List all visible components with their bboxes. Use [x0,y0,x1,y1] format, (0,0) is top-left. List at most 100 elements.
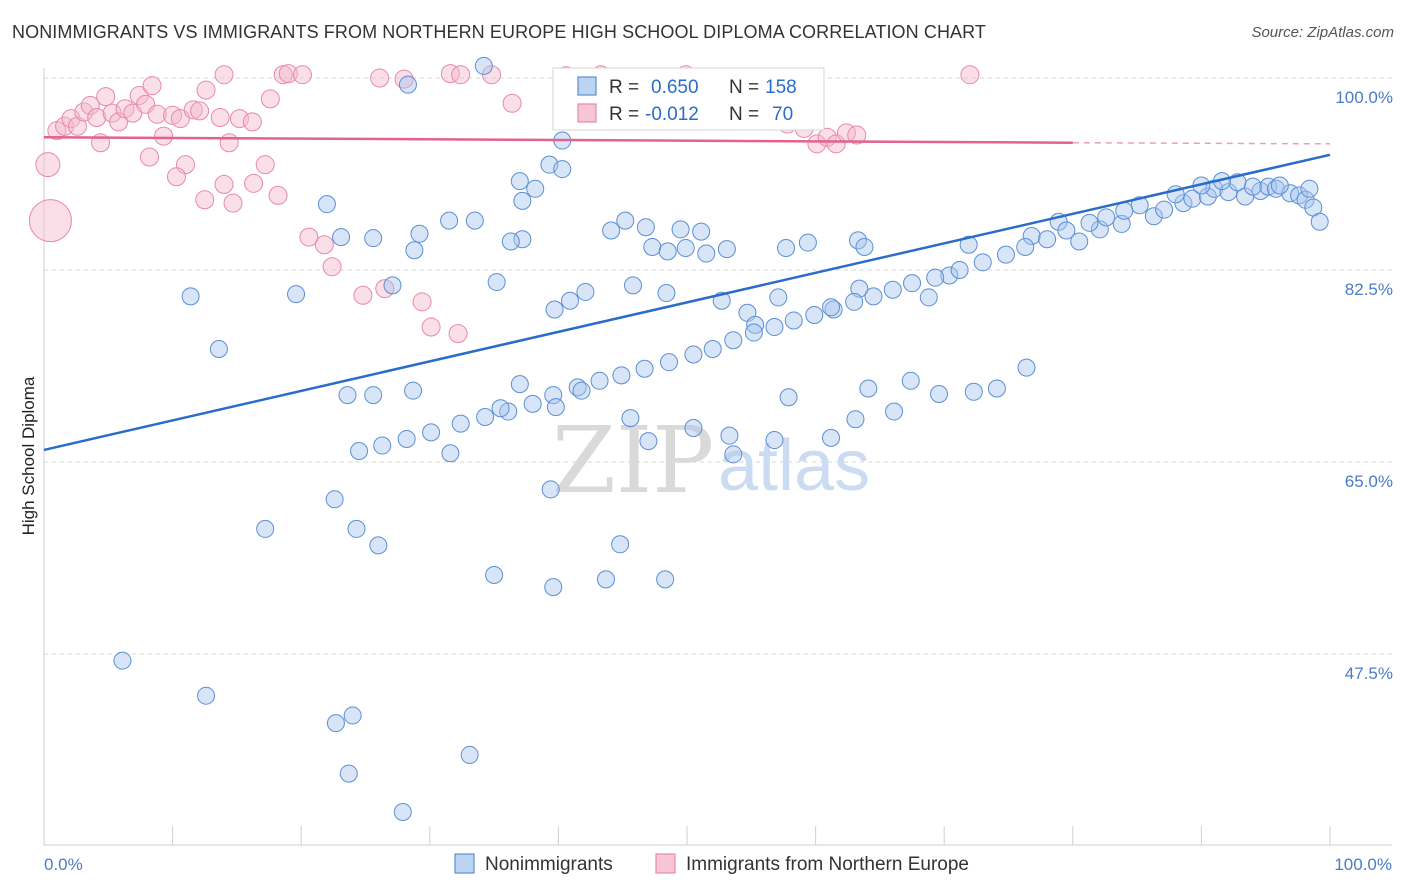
point-immigrants-29 [229,109,249,129]
point-nonimmigrants-7 [513,191,532,210]
point-nonimmigrants-34 [487,273,506,292]
point-nonimmigrants-32 [287,285,306,304]
point-immigrants-65 [353,285,373,305]
point-nonimmigrants-126 [846,410,865,429]
point-nonimmigrants-11 [616,211,635,230]
point-immigrants-58 [195,190,215,210]
point-immigrants-68 [421,317,441,337]
point-nonimmigrants-31 [181,287,200,306]
point-nonimmigrants-101 [635,359,654,378]
legend-swatch-immigrants [655,853,676,874]
bottom-legend: Nonimmigrants Immigrants from Northern E… [454,853,969,875]
point-nonimmigrants-87 [926,268,945,287]
trend-line-immigrants-extension [1072,141,1331,145]
point-immigrants-1 [28,199,72,243]
legend-label-nonimmigrants: Nonimmigrants [485,854,613,875]
point-immigrants-10 [96,87,116,107]
point-immigrants-20 [163,105,183,125]
point-immigrants-27 [214,174,234,194]
source-label: Source: ZipAtlas.com [1251,24,1394,41]
point-nonimmigrants-70 [1270,176,1289,195]
point-nonimmigrants-88 [903,274,922,293]
point-immigrants-35 [292,65,312,85]
point-nonimmigrants-112 [373,436,392,455]
stats-r-value-pink: -0.012 [645,104,699,125]
point-nonimmigrants-28 [798,233,817,252]
point-nonimmigrants-135 [765,431,784,450]
point-nonimmigrants-145 [596,570,615,589]
point-immigrants-37 [370,68,390,88]
gridlines [44,77,1392,655]
stats-r-label-blue: R = [609,77,639,98]
point-nonimmigrants-125 [822,428,841,447]
point-immigrants-25 [196,80,216,100]
point-immigrants-62 [299,227,319,247]
watermark-zip: ZIP [552,407,714,514]
point-nonimmigrants-81 [1057,221,1076,240]
point-nonimmigrants-10 [465,211,484,230]
point-nonimmigrants-136 [724,445,743,464]
point-nonimmigrants-93 [805,305,824,324]
stats-r-label-pink: R = [609,104,639,125]
point-immigrants-54 [847,125,867,145]
point-nonimmigrants-146 [656,570,675,589]
point-nonimmigrants-119 [510,375,529,394]
point-nonimmigrants-26 [717,240,736,259]
point-immigrants-50 [807,134,827,154]
point-nonimmigrants-25 [697,244,716,263]
point-nonimmigrants-102 [612,366,631,385]
watermark-atlas: atlas [718,426,870,506]
point-immigrants-26 [210,107,230,127]
point-nonimmigrants-37 [657,284,676,303]
y-axis-tick-labels: 47.5% 65.0% 82.5% 100.0% [1335,88,1393,683]
point-nonimmigrants-92 [822,298,841,317]
point-immigrants-23 [183,100,203,120]
point-nonimmigrants-131 [964,382,983,401]
point-nonimmigrants-94 [784,311,803,330]
point-nonimmigrants-57 [1198,187,1217,206]
stats-n-label-pink: N = [729,104,759,125]
point-nonimmigrants-155 [544,578,563,597]
point-immigrants-8 [87,107,107,127]
point-nonimmigrants-64 [1281,184,1300,203]
point-immigrants-18 [147,104,167,124]
point-nonimmigrants-144 [485,566,504,585]
point-nonimmigrants-59 [1219,183,1238,202]
point-nonimmigrants-140 [325,490,344,509]
point-nonimmigrants-66 [1296,190,1315,209]
point-nonimmigrants-82 [1038,230,1057,249]
trend-line-nonimmigrants [43,153,1331,452]
point-immigrants-30 [242,112,262,132]
series-nonimmigrants-points [113,56,1329,821]
point-immigrants-63 [314,235,334,255]
point-nonimmigrants-13 [636,218,655,237]
point-nonimmigrants-85 [973,253,992,272]
point-nonimmigrants-132 [987,379,1006,398]
point-nonimmigrants-84 [996,245,1015,264]
point-nonimmigrants-56 [1183,189,1202,208]
point-immigrants-55 [960,65,980,85]
point-nonimmigrants-100 [659,353,678,372]
point-nonimmigrants-110 [422,423,441,442]
point-nonimmigrants-22 [643,237,662,256]
point-nonimmigrants-4 [553,160,572,179]
point-nonimmigrants-33 [383,276,402,295]
stats-r-value-blue: 0.650 [651,77,699,98]
point-nonimmigrants-71 [1243,177,1262,196]
stats-swatch-blue [577,76,597,96]
point-nonimmigrants-124 [720,426,739,445]
y-tick-label-0: 47.5% [1345,664,1393,683]
stats-n-value-pink: 70 [772,104,793,125]
point-immigrants-60 [244,173,264,193]
point-immigrants-7 [80,95,100,115]
point-nonimmigrants-9 [440,211,459,230]
point-nonimmigrants-54 [1144,207,1163,226]
x-axis-ticks [43,826,1331,845]
point-nonimmigrants-121 [572,381,591,400]
point-nonimmigrants-96 [744,323,763,342]
point-immigrants-59 [223,193,243,213]
point-immigrants-19 [154,126,174,146]
point-nonimmigrants-114 [209,339,228,358]
series-immigrants-points [28,64,980,344]
point-nonimmigrants-129 [901,371,920,390]
